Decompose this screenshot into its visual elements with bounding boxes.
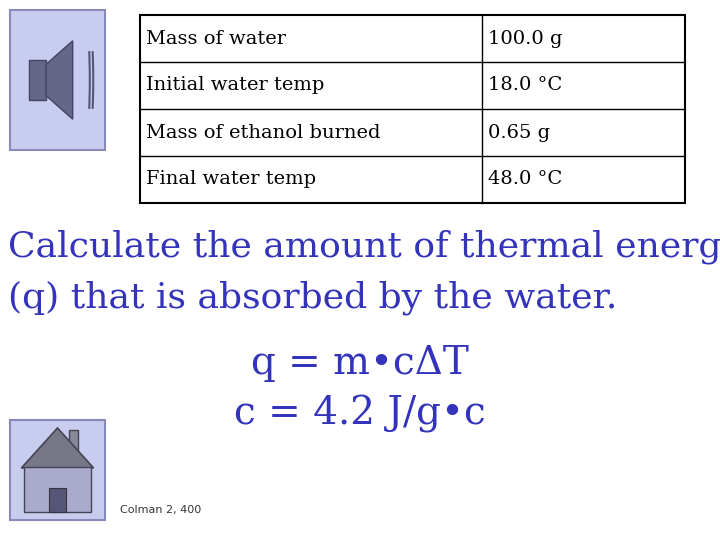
Text: Mass of ethanol burned: Mass of ethanol burned — [146, 124, 380, 141]
Text: 18.0 °C: 18.0 °C — [488, 77, 562, 94]
Text: Final water temp: Final water temp — [146, 171, 316, 188]
Text: c = 4.2 J/g•c: c = 4.2 J/g•c — [234, 395, 486, 433]
Bar — [10, 10, 105, 150]
Bar — [29, 60, 46, 99]
Text: 0.65 g: 0.65 g — [488, 124, 550, 141]
Text: q = m•cΔT: q = m•cΔT — [251, 345, 469, 382]
Bar — [24, 467, 91, 512]
Bar — [49, 488, 66, 512]
Text: Colman 2, 400: Colman 2, 400 — [120, 505, 202, 515]
Polygon shape — [46, 41, 73, 119]
Text: Calculate the amount of thermal energy: Calculate the amount of thermal energy — [8, 230, 720, 265]
Bar — [10, 420, 105, 520]
Text: 100.0 g: 100.0 g — [488, 30, 563, 48]
Bar — [140, 15, 685, 203]
Polygon shape — [22, 428, 94, 468]
Text: 48.0 °C: 48.0 °C — [488, 171, 562, 188]
Text: Initial water temp: Initial water temp — [146, 77, 325, 94]
Text: (q) that is absorbed by the water.: (q) that is absorbed by the water. — [8, 280, 617, 315]
Text: Mass of water: Mass of water — [146, 30, 286, 48]
Bar — [69, 430, 78, 452]
